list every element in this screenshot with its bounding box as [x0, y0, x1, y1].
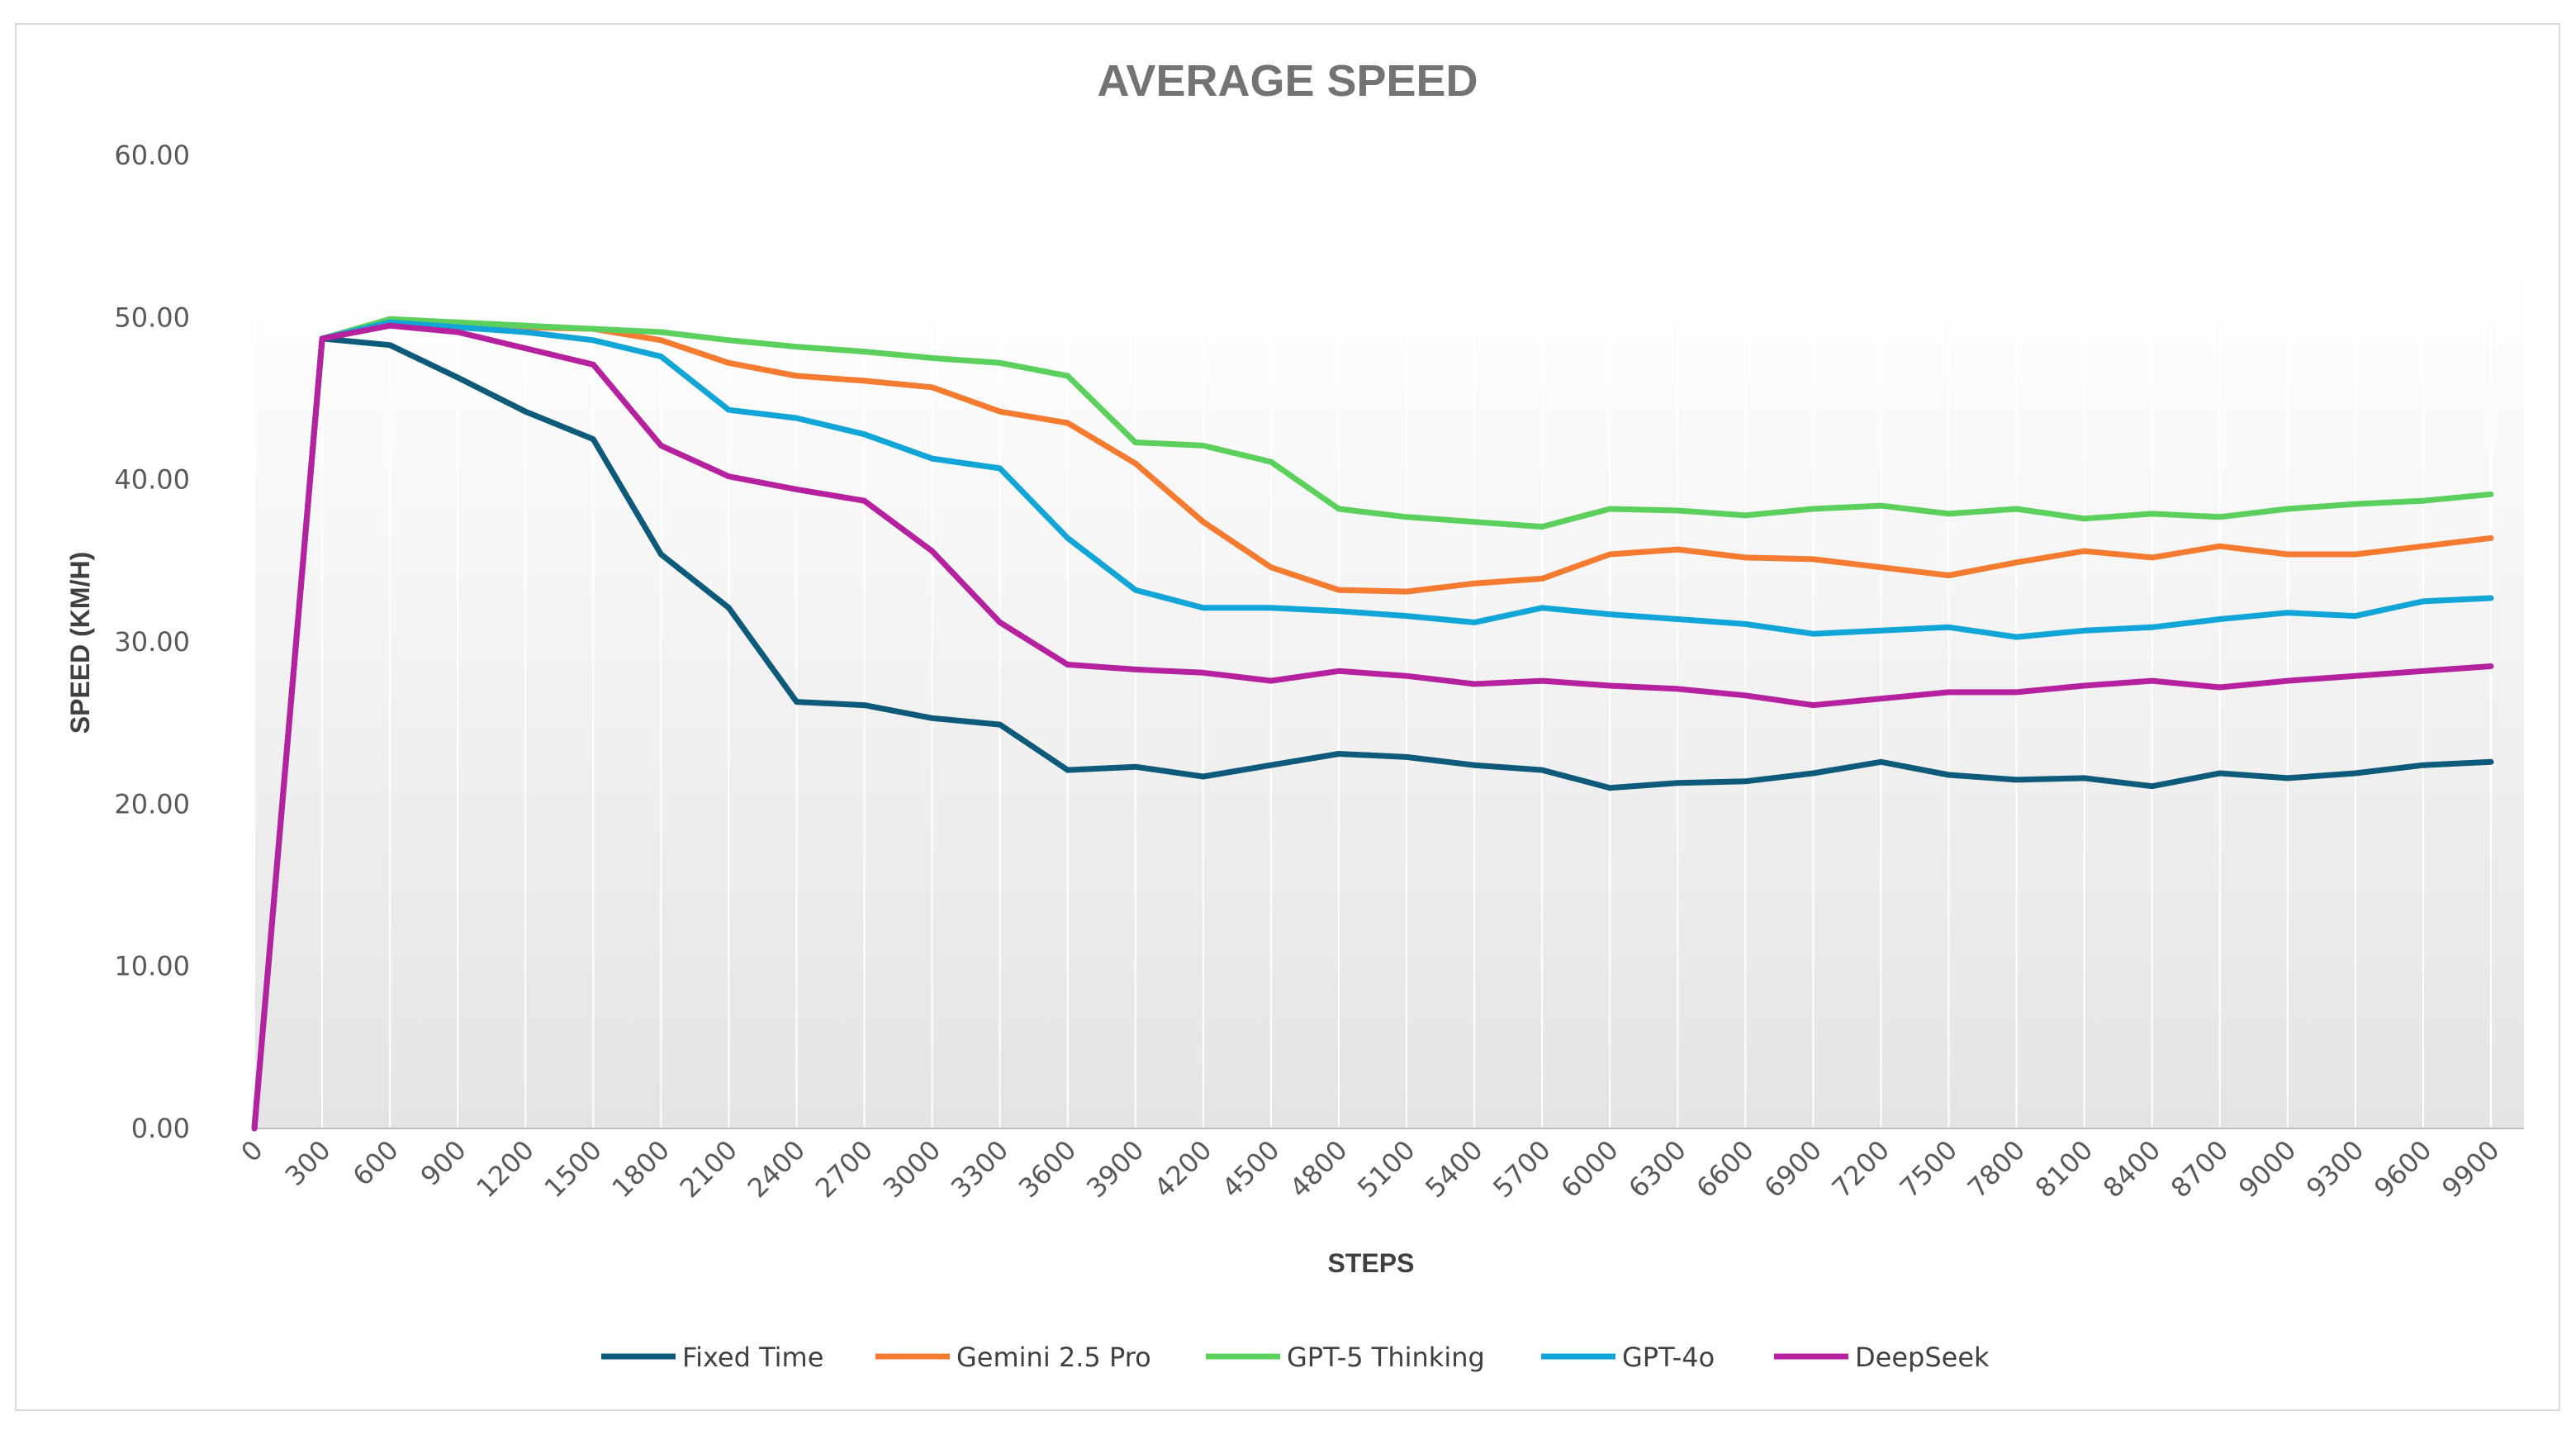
- x-tick-label: 1500: [538, 1134, 608, 1204]
- x-tick-label: 8700: [2165, 1134, 2234, 1204]
- x-tick-label: 6000: [1554, 1134, 1624, 1204]
- x-tick-label: 9300: [2300, 1134, 2370, 1204]
- legend-label-gpt-5-thinking: GPT-5 Thinking: [1287, 1342, 1485, 1373]
- x-tick-label: 6600: [1691, 1134, 1760, 1204]
- x-tick-label: 7800: [1962, 1134, 2031, 1204]
- x-tick-label: 9600: [2368, 1134, 2437, 1204]
- legend-label-fixed-time: Fixed Time: [682, 1342, 823, 1373]
- x-tick-label: 5100: [1351, 1134, 1421, 1204]
- x-tick-label: 9000: [2232, 1134, 2302, 1204]
- y-tick-label: 10.00: [114, 951, 190, 982]
- x-tick-label: 1200: [470, 1134, 539, 1204]
- x-tick-label: 2400: [742, 1134, 811, 1204]
- x-tick-label: 600: [347, 1134, 405, 1192]
- chart-title: AVERAGE SPEED: [1097, 56, 1478, 106]
- x-tick-label: 3600: [1013, 1134, 1082, 1204]
- x-tick-label: 5400: [1419, 1134, 1488, 1204]
- x-tick-label: 3000: [877, 1134, 946, 1204]
- legend-label-deepseek: DeepSeek: [1855, 1342, 1990, 1373]
- y-axis-title: SPEED (KM/H): [65, 552, 95, 734]
- series-line-fixed-time: [251, 335, 2494, 1132]
- y-tick-label: 50.00: [114, 302, 190, 333]
- y-tick-label: 40.00: [114, 464, 190, 496]
- x-tick-label: 6900: [1758, 1134, 1828, 1204]
- x-tick-label: 8100: [2029, 1134, 2099, 1204]
- y-axis-tick-labels: 0.00 10.00 20.00 30.00 40.00 50.00 60.00: [114, 140, 190, 1144]
- x-tick-label: 4200: [1148, 1134, 1217, 1204]
- x-tick-label: 3900: [1080, 1134, 1150, 1204]
- x-tick-label: 6300: [1622, 1134, 1691, 1204]
- vertical-gridlines: [254, 268, 2492, 1128]
- x-tick-label: 5700: [1487, 1134, 1556, 1204]
- y-tick-label: 60.00: [114, 140, 190, 171]
- x-axis-tick-labels: 0 300 600 900120015001800210024002700300033…: [235, 1134, 2505, 1204]
- x-tick-label: 900: [415, 1134, 472, 1192]
- legend: Fixed Time Gemini 2.5 Pro GPT-5 Thinking GP…: [601, 1342, 1990, 1373]
- series-line-gemini-2-5-pro: [251, 317, 2494, 1132]
- x-tick-label: 7200: [1826, 1134, 1895, 1204]
- series-lines: [251, 316, 2494, 1132]
- x-axis-title: STEPS: [1328, 1248, 1415, 1278]
- x-tick-label: 2100: [674, 1134, 743, 1204]
- series-line-deepseek: [251, 322, 2494, 1132]
- x-tick-label: 0: [235, 1134, 268, 1168]
- legend-label-gpt-4o: GPT-4o: [1622, 1342, 1715, 1373]
- series-line-gpt-5-thinking: [251, 316, 2494, 1132]
- plot-area: [254, 268, 2524, 1128]
- x-tick-label: 300: [279, 1134, 337, 1192]
- y-tick-label: 30.00: [114, 626, 190, 658]
- x-tick-label: 4800: [1283, 1134, 1353, 1204]
- series-line-gpt-4o: [251, 319, 2494, 1132]
- x-tick-label: 7500: [1894, 1134, 1963, 1204]
- x-tick-label: 4500: [1216, 1134, 1285, 1204]
- x-tick-label: 8400: [2097, 1134, 2166, 1204]
- legend-label-gemini-2-5-pro: Gemini 2.5 Pro: [956, 1342, 1151, 1373]
- x-tick-label: 1800: [606, 1134, 676, 1204]
- y-tick-label: 0.00: [131, 1113, 190, 1144]
- x-tick-label: 9900: [2436, 1134, 2505, 1204]
- y-tick-label: 20.00: [114, 788, 190, 820]
- x-tick-label: 3300: [945, 1134, 1014, 1204]
- x-tick-label: 2700: [809, 1134, 879, 1204]
